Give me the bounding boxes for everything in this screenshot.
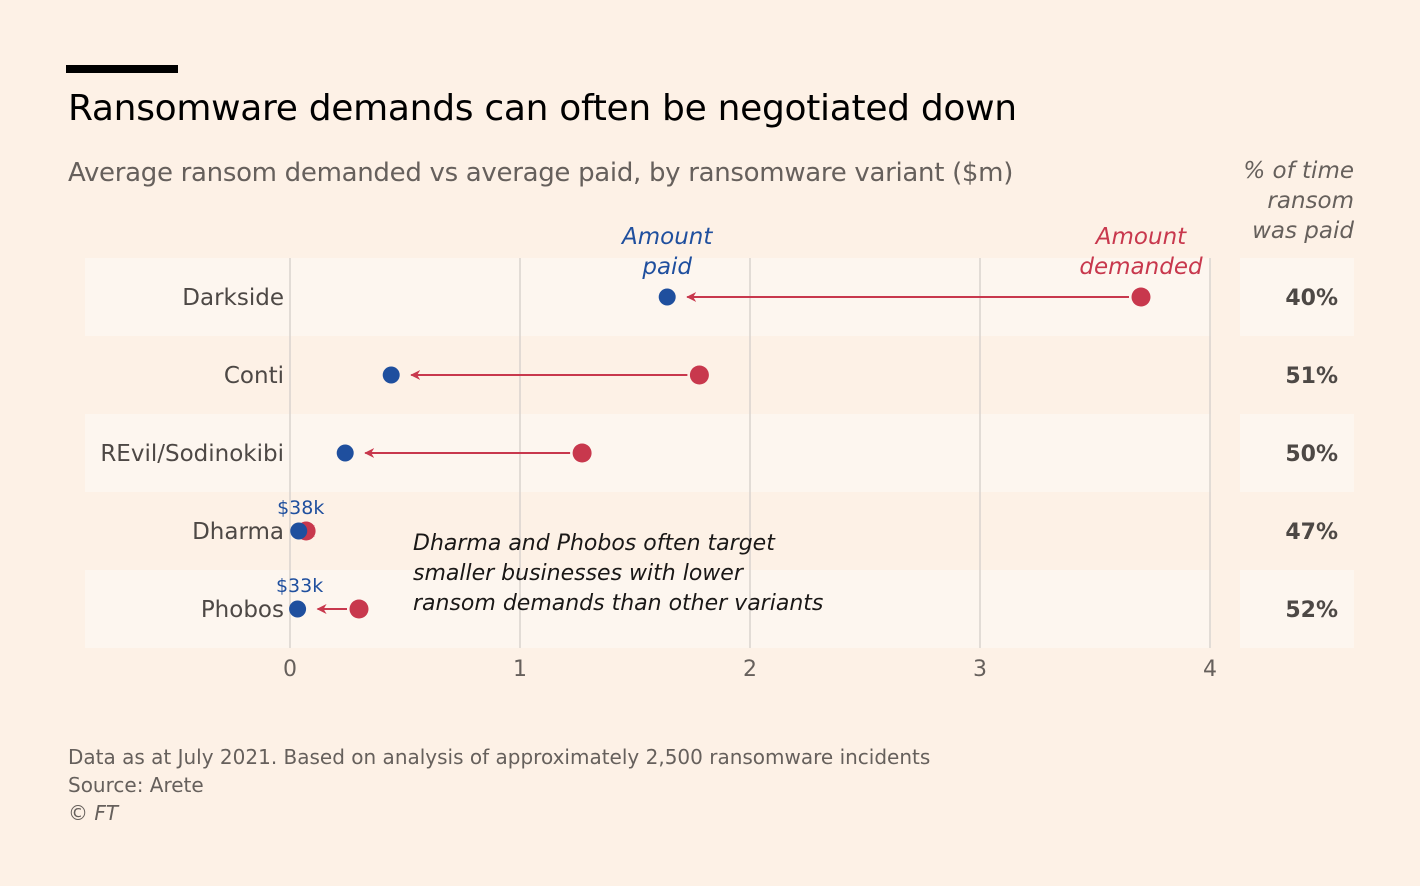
chart-subtitle: Average ransom demanded vs average paid,… — [68, 158, 1014, 188]
row-label: Conti — [224, 363, 284, 389]
pct-value: 40% — [1285, 286, 1338, 311]
paid-series-label: paid — [641, 254, 692, 280]
annotation-line: ransom demands than other variants — [413, 591, 823, 616]
demanded-series-label: demanded — [1079, 254, 1203, 280]
chart-title: Ransomware demands can often be negotiat… — [68, 88, 1017, 129]
row-band — [85, 570, 1211, 648]
demanded-series-label: Amount — [1094, 224, 1187, 250]
demanded-dot — [349, 599, 369, 619]
x-tick-label: 0 — [283, 657, 297, 682]
x-tick-label: 2 — [743, 657, 757, 682]
pct-header-line-2: ransom — [1267, 188, 1354, 214]
annotation-line: Dharma and Phobos often target — [413, 531, 776, 556]
pct-paid-header: % of time ransom was paid — [1154, 156, 1354, 246]
row-label: Darkside — [182, 285, 284, 311]
x-tick-label: 1 — [513, 657, 527, 682]
pct-value: 52% — [1285, 598, 1338, 623]
paid-value-label: $38k — [277, 497, 324, 519]
paid-dot — [289, 600, 307, 618]
pct-band — [1240, 570, 1354, 648]
paid-dot — [658, 288, 676, 306]
demanded-dot — [1131, 287, 1151, 307]
x-tick-label: 3 — [973, 657, 987, 682]
title-rule — [66, 65, 178, 73]
demanded-dot — [689, 365, 709, 385]
demanded-dot — [572, 443, 592, 463]
row-label: Phobos — [201, 597, 284, 623]
pct-band — [1240, 258, 1354, 336]
pct-header-line-1: % of time — [1243, 158, 1354, 184]
paid-dot — [336, 444, 354, 462]
row-band — [85, 414, 1211, 492]
x-tick-label: 4 — [1203, 657, 1217, 682]
annotation-line: smaller businesses with lower — [413, 561, 745, 586]
row-label: REvil/Sodinokibi — [100, 441, 284, 467]
pct-value: 47% — [1285, 520, 1338, 545]
pct-value: 51% — [1285, 364, 1338, 389]
footer-note: Data as at July 2021. Based on analysis … — [68, 745, 931, 769]
pct-header-line-3: was paid — [1252, 218, 1354, 244]
paid-value-label: $33k — [276, 575, 323, 597]
paid-series-label: Amount — [620, 224, 713, 250]
pct-band — [1240, 414, 1354, 492]
row-label: Dharma — [192, 519, 284, 545]
paid-dot — [290, 522, 308, 540]
footer-copyright: © FT — [68, 801, 119, 825]
paid-dot — [382, 366, 400, 384]
footer-source: Source: Arete — [68, 773, 204, 797]
pct-value: 50% — [1285, 442, 1338, 467]
